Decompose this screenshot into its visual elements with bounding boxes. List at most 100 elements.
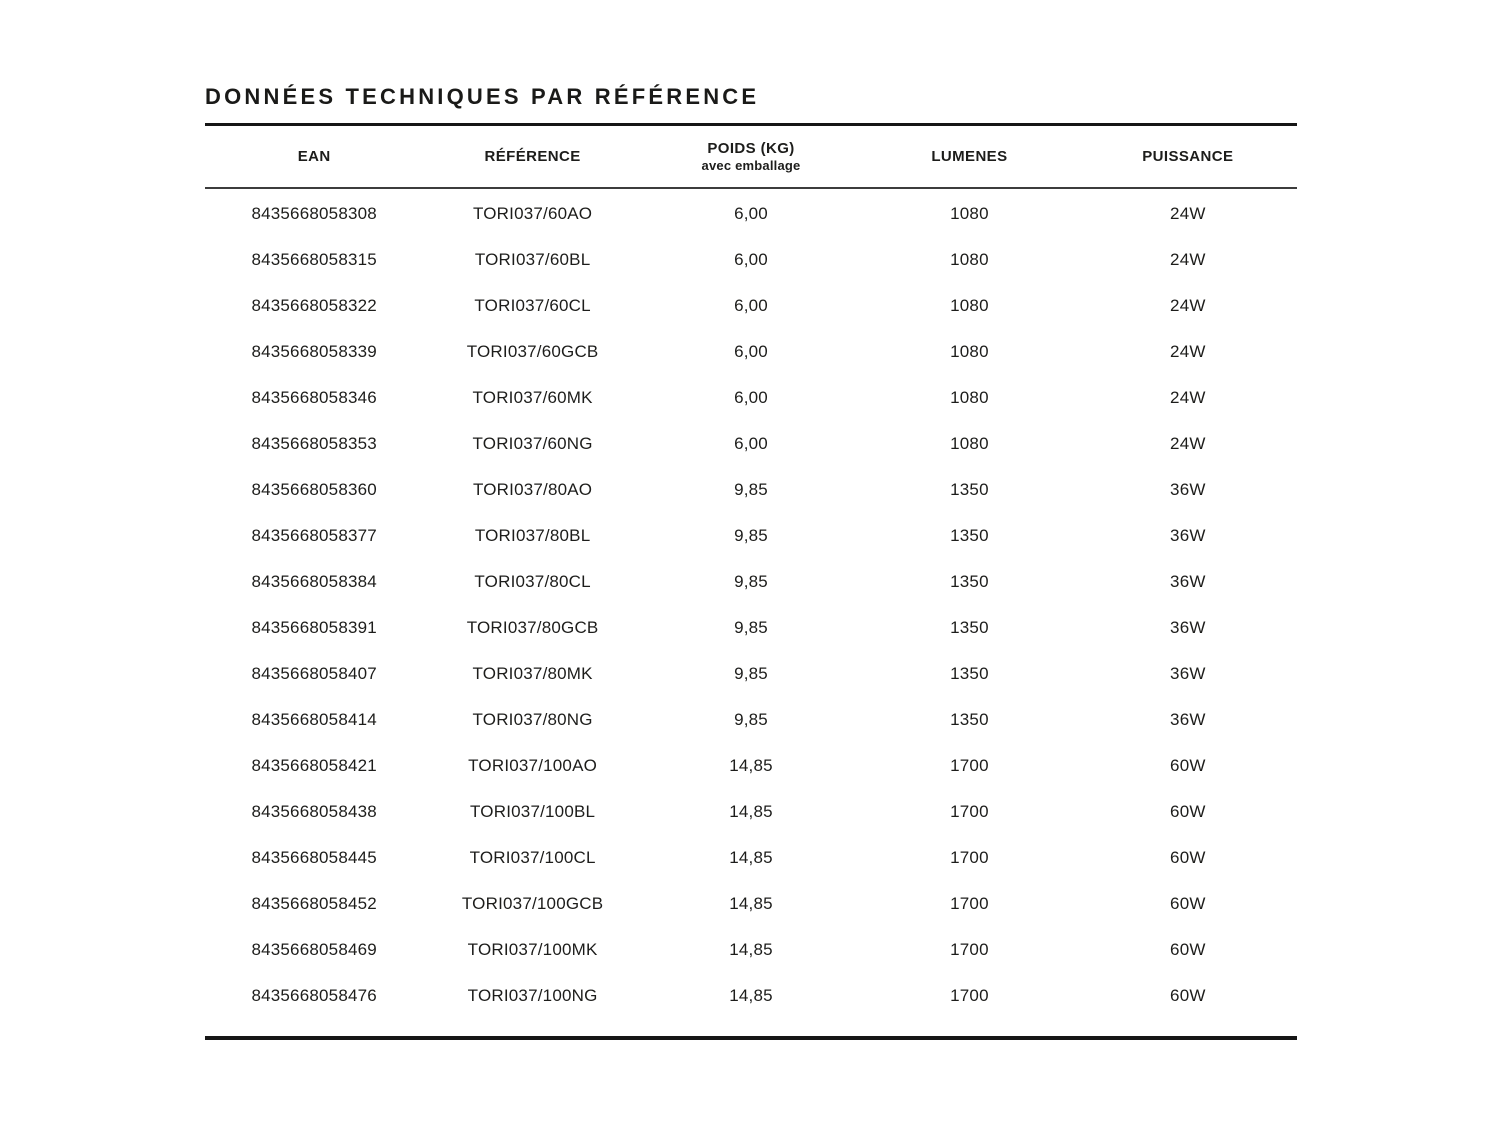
cell-puissance: 24W [1170,388,1206,407]
cell-poids: 14,85 [729,894,773,913]
cell-puissance: 36W [1170,526,1206,545]
table-row: 8435668058315 TORI037/60BL 6,00 1080 24W [205,237,1297,283]
table-row: 8435668058322 TORI037/60CL 6,00 1080 24W [205,283,1297,329]
cell-poids: 6,00 [734,204,768,223]
cell-puissance: 36W [1170,572,1206,591]
cell-lumenes: 1350 [950,618,989,637]
cell-reference: TORI037/100NG [467,986,598,1005]
table-row: 8435668058407 TORI037/80MK 9,85 1350 36W [205,651,1297,697]
table-row: 8435668058452 TORI037/100GCB 14,85 1700 60W [205,881,1297,927]
table-body: 8435668058308 TORI037/60AO 6,00 1080 24W 8435… [205,189,1297,1036]
cell-ean: 8435668058421 [251,756,377,775]
cell-puissance: 60W [1170,894,1206,913]
cell-poids: 14,85 [729,802,773,821]
cell-reference: TORI037/80BL [474,526,591,545]
cell-lumenes: 1080 [950,204,989,223]
column-header-lumenes: LUMENES [931,147,1008,165]
cell-ean: 8435668058407 [251,664,377,683]
cell-ean: 8435668058360 [251,480,377,499]
cell-poids: 14,85 [729,986,773,1005]
cell-puissance: 60W [1170,940,1206,959]
table-row: 8435668058476 TORI037/100NG 14,85 1700 60W [205,973,1297,1019]
cell-poids: 6,00 [734,250,768,269]
table-row: 8435668058384 TORI037/80CL 9,85 1350 36W [205,559,1297,605]
cell-reference: TORI037/100AO [468,756,598,775]
cell-puissance: 36W [1170,664,1206,683]
table-row: 8435668058308 TORI037/60AO 6,00 1080 24W [205,191,1297,237]
cell-ean: 8435668058322 [251,296,377,315]
cell-ean: 8435668058346 [251,388,377,407]
cell-poids: 9,85 [734,526,768,545]
cell-lumenes: 1350 [950,572,989,591]
cell-ean: 8435668058315 [251,250,377,269]
cell-reference: TORI037/60BL [474,250,591,269]
cell-puissance: 36W [1170,480,1206,499]
table-row: 8435668058353 TORI037/60NG 6,00 1080 24W [205,421,1297,467]
page-title: DONNÉES TECHNIQUES PAR RÉFÉRENCE [205,84,760,109]
cell-lumenes: 1080 [950,342,989,361]
cell-poids: 14,85 [729,756,773,775]
cell-lumenes: 1700 [950,940,989,959]
cell-reference: TORI037/80CL [474,572,591,591]
table-row: 8435668058360 TORI037/80AO 9,85 1350 36W [205,467,1297,513]
cell-ean: 8435668058339 [251,342,377,361]
cell-lumenes: 1700 [950,986,989,1005]
cell-puissance: 36W [1170,710,1206,729]
cell-ean: 8435668058452 [251,894,377,913]
cell-puissance: 60W [1170,848,1206,867]
cell-lumenes: 1080 [950,250,989,269]
cell-puissance: 60W [1170,756,1206,775]
cell-lumenes: 1350 [950,526,989,545]
cell-puissance: 60W [1170,986,1206,1005]
table-row: 8435668058339 TORI037/60GCB 6,00 1080 24W [205,329,1297,375]
cell-ean: 8435668058476 [251,986,377,1005]
cell-reference: TORI037/60MK [472,388,593,407]
cell-puissance: 24W [1170,434,1206,453]
table-row: 8435668058421 TORI037/100AO 14,85 1700 60W [205,743,1297,789]
table-row: 8435668058414 TORI037/80NG 9,85 1350 36W [205,697,1297,743]
cell-ean: 8435668058414 [251,710,377,729]
table-row: 8435668058377 TORI037/80BL 9,85 1350 36W [205,513,1297,559]
column-header-poids-label: POIDS (KG) [707,139,795,157]
cell-poids: 9,85 [734,618,768,637]
cell-poids: 14,85 [729,848,773,867]
cell-puissance: 24W [1170,342,1206,361]
cell-lumenes: 1080 [950,388,989,407]
cell-lumenes: 1700 [950,894,989,913]
cell-reference: TORI037/80MK [472,664,593,683]
cell-ean: 8435668058384 [251,572,377,591]
column-header-reference: RÉFÉRENCE [484,147,581,165]
cell-reference: TORI037/60GCB [466,342,599,361]
column-header-ean: EAN [297,147,331,165]
table-header-row: EAN RÉFÉRENCE POIDS (KG) avec emballage … [205,126,1297,189]
cell-ean: 8435668058469 [251,940,377,959]
cell-lumenes: 1080 [950,296,989,315]
cell-reference: TORI037/60AO [472,204,593,223]
table-row: 8435668058438 TORI037/100BL 14,85 1700 60W [205,789,1297,835]
cell-poids: 6,00 [734,388,768,407]
table-row: 8435668058391 TORI037/80GCB 9,85 1350 36W [205,605,1297,651]
cell-reference: TORI037/60NG [472,434,593,453]
technical-data-table: EAN RÉFÉRENCE POIDS (KG) avec emballage … [205,123,1297,1040]
cell-ean: 8435668058445 [251,848,377,867]
column-header-puissance: PUISSANCE [1142,147,1234,165]
cell-lumenes: 1700 [950,756,989,775]
cell-puissance: 36W [1170,618,1206,637]
cell-ean: 8435668058391 [251,618,377,637]
cell-ean: 8435668058438 [251,802,377,821]
column-header-poids-sublabel: avec emballage [701,157,801,173]
cell-poids: 14,85 [729,940,773,959]
cell-poids: 9,85 [734,710,768,729]
cell-lumenes: 1350 [950,664,989,683]
table-row: 8435668058346 TORI037/60MK 6,00 1080 24W [205,375,1297,421]
cell-puissance: 24W [1170,250,1206,269]
cell-poids: 6,00 [734,434,768,453]
cell-poids: 6,00 [734,342,768,361]
table-row: 8435668058445 TORI037/100CL 14,85 1700 60W [205,835,1297,881]
cell-reference: TORI037/60CL [474,296,591,315]
cell-lumenes: 1350 [950,480,989,499]
cell-ean: 8435668058308 [251,204,377,223]
table-row: 8435668058469 TORI037/100MK 14,85 1700 60W [205,927,1297,973]
cell-puissance: 60W [1170,802,1206,821]
